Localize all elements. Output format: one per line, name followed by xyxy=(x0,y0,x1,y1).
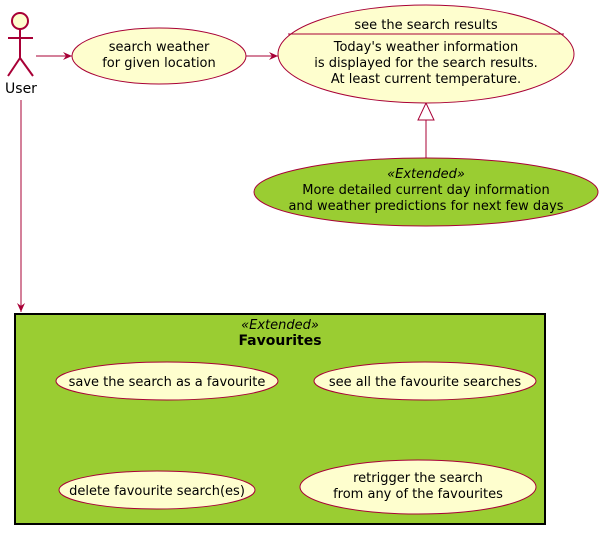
usecase-label: delete favourite search(es) xyxy=(69,484,245,499)
usecase-label: and weather predictions for next few day… xyxy=(288,199,563,214)
usecase-retrigger-search: retrigger the search from any of the fav… xyxy=(299,459,537,515)
usecase-see-results: see the search results Today's weather i… xyxy=(277,4,575,104)
usecase-see-all-favourites: see all the favourite searches xyxy=(313,361,537,401)
usecase-label: see all the favourite searches xyxy=(329,375,521,390)
package-stereotype: «Extended» xyxy=(241,318,319,333)
usecase-label: save the search as a favourite xyxy=(69,375,266,390)
usecase-label: search weather xyxy=(109,40,210,55)
extension-arrow xyxy=(417,101,435,158)
usecase-label: retrigger the search xyxy=(353,471,483,486)
usecase-label: for given location xyxy=(102,56,216,71)
usecase-detailed-info: «Extended» More detailed current day inf… xyxy=(253,157,599,227)
usecase-label: from any of the favourites xyxy=(333,487,503,502)
stereotype-label: «Extended» xyxy=(387,167,465,182)
user-actor: User xyxy=(5,12,37,97)
usecase-save-favourite: save the search as a favourite xyxy=(55,361,279,401)
usecase-body-line: is displayed for the search results. xyxy=(314,56,538,71)
usecase-body-line: Today's weather information xyxy=(333,40,519,55)
usecase-label: More detailed current day information xyxy=(302,183,549,198)
package-title: Favourites xyxy=(238,333,321,349)
stick-figure-icon xyxy=(7,12,34,77)
usecase-body-line: At least current temperature. xyxy=(331,72,521,87)
usecase-search-weather: search weather for given location xyxy=(71,27,247,85)
usecase-delete-favourite: delete favourite search(es) xyxy=(58,470,256,510)
favourites-package: «Extended» Favourites save the search as… xyxy=(14,313,546,525)
actor-label: User xyxy=(5,81,37,97)
usecase-title: see the search results xyxy=(354,18,497,33)
